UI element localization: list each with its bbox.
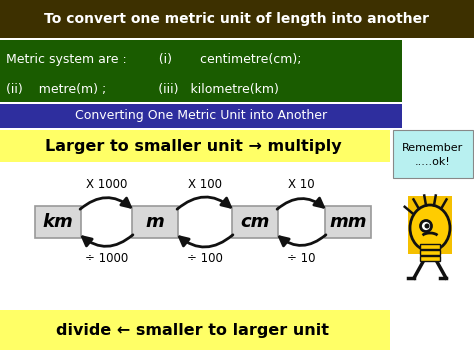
Ellipse shape	[410, 205, 450, 251]
Text: Remember
.....ok!: Remember .....ok!	[402, 143, 464, 167]
FancyBboxPatch shape	[325, 206, 371, 238]
FancyBboxPatch shape	[0, 104, 402, 128]
Text: Metric system are :        (i)       centimetre(cm);: Metric system are : (i) centimetre(cm);	[6, 54, 301, 66]
Text: m: m	[146, 213, 164, 231]
FancyBboxPatch shape	[420, 244, 440, 249]
Text: X 1000: X 1000	[86, 179, 127, 191]
Text: To convert one metric unit of length into another: To convert one metric unit of length int…	[45, 12, 429, 26]
Text: mm: mm	[329, 213, 367, 231]
Circle shape	[420, 220, 431, 231]
FancyBboxPatch shape	[0, 0, 474, 38]
Text: Converting One Metric Unit into Another: Converting One Metric Unit into Another	[75, 109, 327, 122]
Circle shape	[425, 224, 429, 229]
Text: km: km	[43, 213, 73, 231]
Text: X 10: X 10	[288, 179, 315, 191]
Text: divide ← smaller to larger unit: divide ← smaller to larger unit	[56, 322, 329, 338]
Text: (ii)    metre(m) ;             (iii)   kilometre(km): (ii) metre(m) ; (iii) kilometre(km)	[6, 83, 279, 97]
Text: X 100: X 100	[188, 179, 222, 191]
Text: ÷ 10: ÷ 10	[287, 252, 316, 266]
FancyBboxPatch shape	[0, 130, 390, 162]
FancyBboxPatch shape	[408, 196, 452, 254]
FancyBboxPatch shape	[393, 130, 473, 178]
Text: Larger to smaller unit → multiply: Larger to smaller unit → multiply	[45, 138, 341, 153]
FancyBboxPatch shape	[420, 256, 440, 261]
FancyBboxPatch shape	[132, 206, 178, 238]
Text: ÷ 100: ÷ 100	[187, 252, 223, 266]
Text: ÷ 1000: ÷ 1000	[85, 252, 128, 266]
FancyBboxPatch shape	[232, 206, 278, 238]
Text: cm: cm	[240, 213, 270, 231]
FancyBboxPatch shape	[420, 250, 440, 255]
FancyBboxPatch shape	[0, 40, 402, 102]
FancyBboxPatch shape	[35, 206, 81, 238]
FancyBboxPatch shape	[0, 310, 390, 350]
